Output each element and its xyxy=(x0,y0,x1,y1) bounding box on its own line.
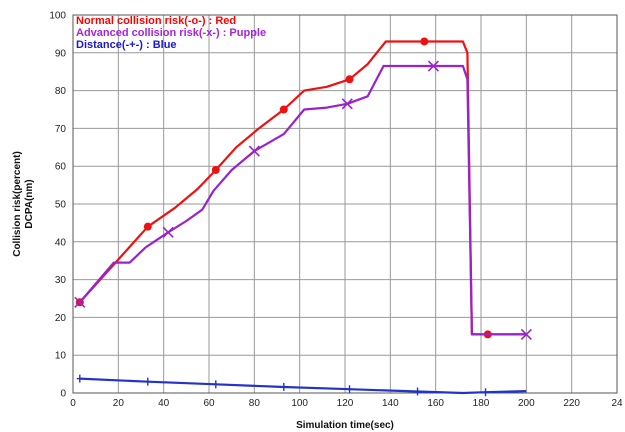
x-tick-label: 140 xyxy=(382,398,399,409)
y-tick-label: 70 xyxy=(55,124,67,135)
data-point-x xyxy=(248,145,260,157)
x-tick-label: 20 xyxy=(113,398,125,409)
y-tick-label: 30 xyxy=(55,275,67,286)
series-lines xyxy=(74,37,532,397)
grid xyxy=(72,14,618,394)
data-point-plus xyxy=(482,388,489,397)
y-axis-title-dcpa: DCPA(nm) xyxy=(24,179,35,228)
data-point-plus xyxy=(212,380,219,389)
x-tick-label: 180 xyxy=(473,398,490,409)
x-tick-label: 120 xyxy=(337,398,354,409)
axis-ticks: 0 20 40 60 80 100 120 140 160 180 200 220 2401020304… xyxy=(49,11,623,410)
data-point-circle xyxy=(345,75,354,84)
data-point-x xyxy=(74,296,86,308)
data-point-plus xyxy=(414,387,421,396)
y-tick-label: 100 xyxy=(49,11,66,22)
data-point-circle xyxy=(143,222,152,231)
y-axis-title-risk: Collision risk(percent) xyxy=(12,151,23,257)
legend-entry-2: Advanced collision risk(-x-) : Pupple xyxy=(76,27,266,39)
x-tick-label: 0 xyxy=(70,398,76,409)
x-tick-label: 160 xyxy=(427,398,444,409)
y-tick-label: 60 xyxy=(55,162,67,173)
plot-area xyxy=(72,14,618,394)
x-tick-label: 40 xyxy=(158,398,170,409)
x-tick-label: 80 xyxy=(249,398,261,409)
data-point-x xyxy=(341,98,353,110)
y-tick-label: 20 xyxy=(55,313,67,324)
series-line-3 xyxy=(79,377,527,395)
data-point-x xyxy=(520,328,532,340)
x-tick-label: 100 xyxy=(291,398,308,409)
legend-entry-1: Normal collision risk(-o-) : Red xyxy=(76,15,236,27)
data-point-circle xyxy=(279,105,288,114)
data-point-plus xyxy=(144,377,151,386)
x-tick-label: 200 xyxy=(518,398,535,409)
series-line-2 xyxy=(78,64,527,336)
series-line-1 xyxy=(78,40,527,336)
y-tick-label: 80 xyxy=(55,86,67,97)
x-tick-label: 24 xyxy=(611,398,623,409)
data-point-plus xyxy=(280,382,287,391)
y-tick-label: 0 xyxy=(60,389,66,400)
data-point-x xyxy=(427,60,439,72)
data-point-x xyxy=(162,226,174,238)
y-tick-label: 10 xyxy=(55,351,67,362)
y-tick-label: 40 xyxy=(55,237,67,248)
x-tick-label: 220 xyxy=(563,398,580,409)
data-point-circle xyxy=(211,165,220,174)
y-tick-label: 90 xyxy=(55,48,67,59)
y-tick-label: 50 xyxy=(55,200,67,211)
data-point-plus xyxy=(346,385,353,394)
data-point-circle xyxy=(420,37,429,46)
legend: Normal collision risk(-o-) : RedAdvanced… xyxy=(76,15,266,51)
x-axis-title: Simulation time(sec) xyxy=(296,420,394,431)
x-tick-label: 60 xyxy=(203,398,215,409)
data-point-plus xyxy=(76,374,83,383)
legend-entry-3: Distance(-+-) : Blue xyxy=(76,39,177,51)
